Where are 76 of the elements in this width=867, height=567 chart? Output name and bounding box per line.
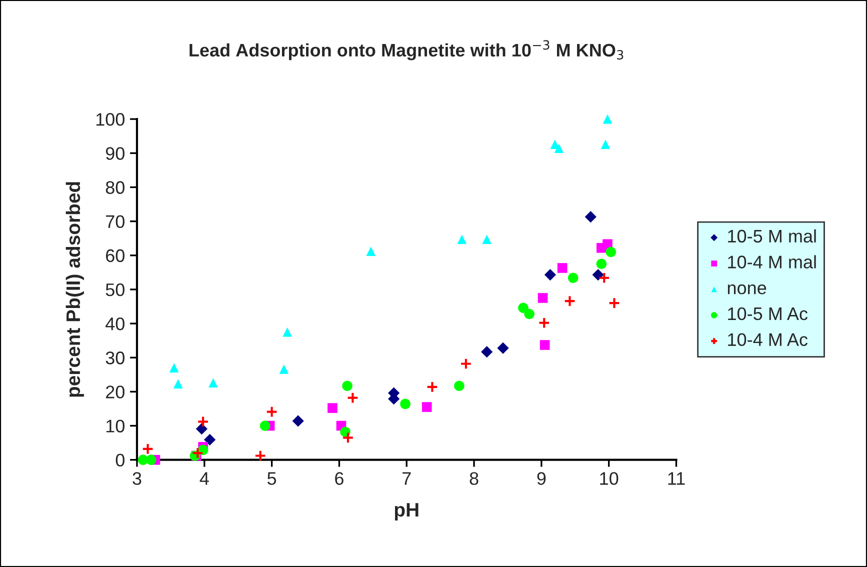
point	[564, 295, 576, 307]
y-tick-label: 60	[106, 249, 124, 262]
point	[400, 398, 410, 410]
point	[266, 406, 278, 418]
point	[598, 272, 610, 284]
legend-label: 10-4 M mal	[728, 255, 816, 268]
y-tick-label: 40	[106, 317, 124, 330]
y-tick-label: 0	[116, 454, 124, 467]
point	[366, 246, 376, 256]
y-tick-label: 80	[106, 181, 124, 194]
point	[282, 327, 292, 337]
y-axis-title: percent Pb(II) adsorbed	[66, 182, 84, 397]
y-tick-label: 30	[106, 352, 124, 364]
point	[328, 403, 338, 413]
y-tick-label: 100	[96, 113, 124, 126]
point	[142, 442, 154, 455]
point	[584, 211, 596, 223]
point	[482, 234, 492, 244]
y-tick-label: 70	[106, 215, 124, 228]
point	[292, 415, 304, 427]
legend-label: 10-5 M Ac	[728, 307, 808, 320]
x-tick-label: 11	[668, 472, 685, 485]
point	[460, 358, 472, 370]
point	[146, 454, 156, 465]
point	[254, 450, 266, 462]
point	[197, 416, 210, 428]
point	[554, 144, 564, 154]
point	[173, 379, 183, 389]
point	[192, 447, 204, 459]
y-tick-label: 90	[106, 147, 124, 160]
x-tick-label: 3	[132, 472, 142, 485]
point	[196, 423, 208, 435]
y-tick-label: 10	[106, 420, 124, 432]
point	[169, 363, 179, 372]
point	[204, 434, 216, 446]
chart-title: Lead Adsorption onto Magnetite with 10$^{−3}$ M KNO$_{3}$	[190, 40, 624, 60]
x-tick-label: 8	[470, 472, 478, 485]
x-tick-label: 6	[335, 472, 344, 485]
point	[538, 316, 550, 329]
legend-label: none	[728, 284, 766, 294]
x-tick-label: 10	[600, 472, 618, 485]
point	[426, 380, 438, 393]
x-axis-title: pH	[394, 503, 418, 520]
y-tick-label: 50	[106, 283, 124, 296]
point	[342, 380, 352, 392]
point	[608, 297, 620, 310]
point	[568, 272, 578, 284]
point	[538, 293, 548, 303]
x-tick-label: 4	[200, 472, 209, 485]
point	[454, 380, 464, 392]
point	[279, 364, 289, 374]
point	[544, 268, 556, 281]
x-tick-label: 7	[402, 472, 411, 485]
point	[606, 246, 616, 258]
point	[346, 392, 359, 404]
point	[497, 342, 509, 354]
point	[481, 346, 493, 358]
x-tick-label: 5	[268, 472, 276, 485]
point	[592, 268, 604, 281]
legend-label: 10-5 M mal	[728, 229, 816, 243]
point	[518, 302, 528, 314]
point	[602, 114, 612, 124]
x-tick-label: 9	[537, 472, 546, 485]
point	[600, 140, 610, 149]
point	[422, 402, 432, 412]
point	[602, 239, 612, 250]
point	[260, 420, 270, 431]
point	[596, 258, 607, 270]
point	[557, 263, 568, 273]
legend-label: 10-4 M Ac	[728, 333, 808, 346]
point	[524, 308, 534, 320]
y-tick-label: 20	[106, 386, 124, 398]
point	[540, 340, 550, 350]
point	[342, 432, 354, 444]
point	[208, 378, 218, 388]
point	[457, 234, 467, 244]
